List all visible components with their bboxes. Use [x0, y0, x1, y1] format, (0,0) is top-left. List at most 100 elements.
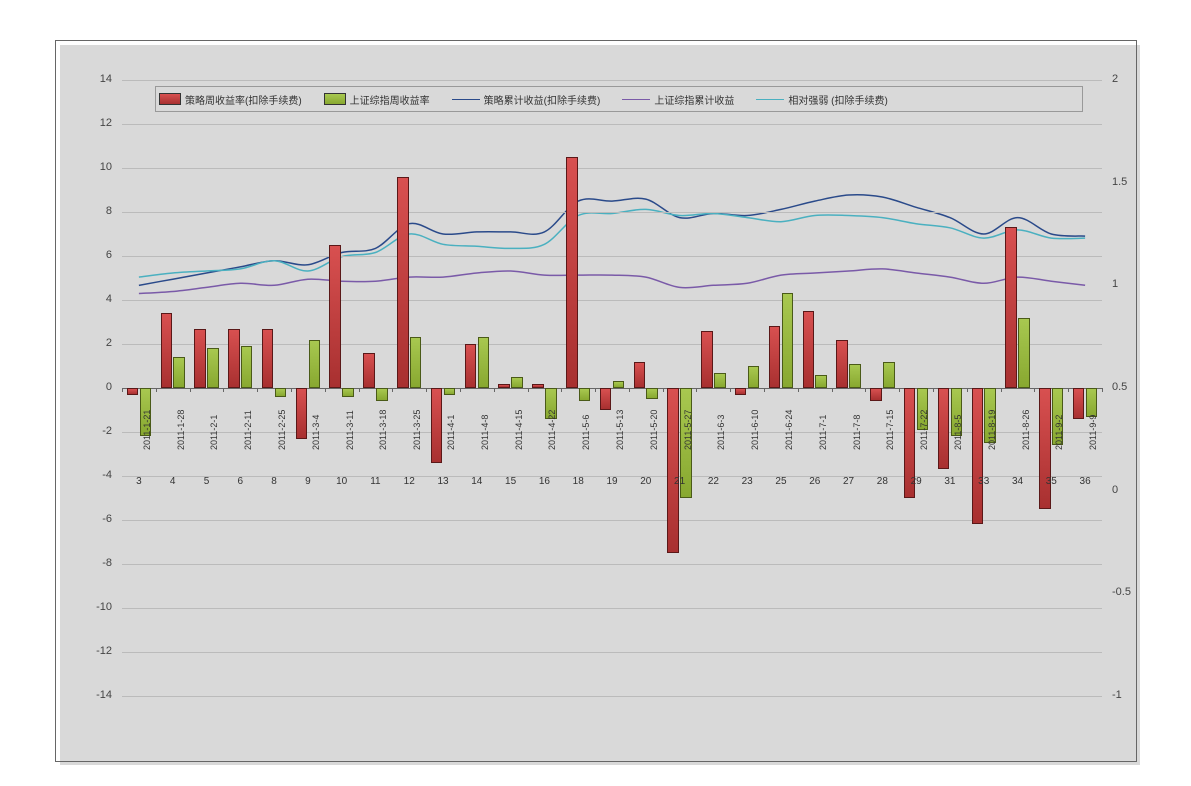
category-num-label: 6 [230, 476, 250, 487]
category-date-label: 2011-4-22 [547, 410, 557, 450]
plot-area: -14-12-10-8-6-4-202468101214-1-0.500.511… [122, 80, 1102, 696]
strategy-bar [431, 388, 442, 463]
category-num-label: 12 [399, 476, 419, 487]
category-tick [359, 388, 360, 392]
category-num-label: 15 [501, 476, 521, 487]
category-num-label: 11 [365, 476, 385, 487]
category-tick [933, 388, 934, 392]
gridline [122, 520, 1102, 521]
right-tick-label: -0.5 [1112, 586, 1152, 598]
index-bar [444, 388, 455, 395]
category-tick [967, 388, 968, 392]
strategy-bar [532, 384, 543, 388]
category-tick [1068, 388, 1069, 392]
index-bar [207, 348, 218, 388]
strategy-bar [228, 329, 239, 388]
category-num-label: 5 [196, 476, 216, 487]
gridline [122, 564, 1102, 565]
strategy-bar [363, 353, 374, 388]
category-num-label: 14 [467, 476, 487, 487]
category-date-label: 2011-3-18 [378, 410, 388, 450]
strategy-bar [836, 340, 847, 388]
category-num-label: 34 [1008, 476, 1028, 487]
strategy-bar [1073, 388, 1084, 419]
category-tick [730, 388, 731, 392]
category-tick [223, 388, 224, 392]
strategy-bar [329, 245, 340, 388]
strategy-bar [938, 388, 949, 469]
category-num-label: 10 [332, 476, 352, 487]
left-tick-label: -2 [82, 425, 112, 437]
category-date-label: 2011-3-25 [412, 410, 422, 450]
category-tick [1001, 388, 1002, 392]
category-tick [1034, 388, 1035, 392]
strategy-bar [870, 388, 881, 401]
category-date-label: 2011-9-9 [1088, 415, 1098, 450]
index-bar [782, 293, 793, 388]
category-date-label: 2011-7-8 [852, 415, 862, 450]
index-bar [1018, 318, 1029, 388]
strategy-bar [803, 311, 814, 388]
strategy-bar [127, 388, 138, 395]
category-tick [325, 388, 326, 392]
index-bar [714, 373, 725, 388]
category-num-label: 16 [534, 476, 554, 487]
gridline [122, 212, 1102, 213]
strategy-cumulative-line [139, 195, 1085, 286]
index-bar [883, 362, 894, 388]
category-tick [798, 388, 799, 392]
category-tick [460, 388, 461, 392]
gridline [122, 256, 1102, 257]
gridline [122, 124, 1102, 125]
strategy-bar [161, 313, 172, 388]
index-bar [410, 337, 421, 388]
category-num-label: 9 [298, 476, 318, 487]
left-tick-label: 8 [82, 205, 112, 217]
category-num-label: 20 [636, 476, 656, 487]
category-date-label: 2011-4-1 [446, 415, 456, 450]
category-date-label: 2011-8-19 [987, 410, 997, 450]
strategy-bar [1039, 388, 1050, 509]
strategy-bar [701, 331, 712, 388]
left-tick-label: -6 [82, 513, 112, 525]
index-bar [511, 377, 522, 388]
category-num-label: 21 [670, 476, 690, 487]
strategy-bar [498, 384, 509, 388]
right-tick-label: 0.5 [1112, 381, 1152, 393]
strategy-bar [972, 388, 983, 524]
category-date-label: 2011-9-2 [1054, 415, 1064, 450]
left-tick-label: 14 [82, 73, 112, 85]
category-num-label: 35 [1041, 476, 1061, 487]
strategy-bar [262, 329, 273, 388]
gridline [122, 80, 1102, 81]
category-tick [190, 388, 191, 392]
category-date-label: 2011-6-24 [784, 410, 794, 450]
category-num-label: 18 [568, 476, 588, 487]
category-tick [561, 388, 562, 392]
index-bar [478, 337, 489, 388]
index-bar [376, 388, 387, 401]
strategy-bar [735, 388, 746, 395]
left-tick-label: -4 [82, 469, 112, 481]
category-tick [764, 388, 765, 392]
index-bar [173, 357, 184, 388]
category-date-label: 2011-5-13 [615, 410, 625, 450]
left-tick-label: 12 [82, 117, 112, 129]
strategy-bar [397, 177, 408, 388]
category-num-label: 33 [974, 476, 994, 487]
category-date-label: 2011-2-11 [243, 410, 253, 450]
strategy-bar [566, 157, 577, 388]
strategy-bar [769, 326, 780, 388]
category-tick [156, 388, 157, 392]
category-date-label: 2011-3-4 [311, 415, 321, 450]
index-bar [613, 381, 624, 388]
category-date-label: 2011-6-3 [716, 415, 726, 450]
strategy-bar [1005, 227, 1016, 388]
strategy-bar [667, 388, 678, 553]
category-num-label: 26 [805, 476, 825, 487]
category-tick [291, 388, 292, 392]
gridline [122, 168, 1102, 169]
category-tick [494, 388, 495, 392]
strategy-bar [634, 362, 645, 388]
relative-strength-line [139, 209, 1085, 277]
